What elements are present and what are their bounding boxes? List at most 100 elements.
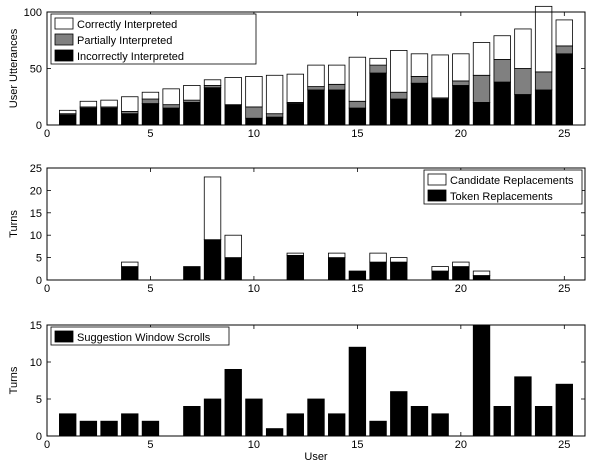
bar-token-replacements-user-8: [203, 239, 222, 281]
bar-correctly-interpreted-user-7: [183, 85, 201, 101]
bar-suggestion-window-scrolls-user-12: [286, 413, 304, 437]
x-tick-label: 10: [248, 439, 260, 451]
bar-token-replacements-user-21: [472, 275, 491, 281]
legend-label: Partially Interpreted: [77, 35, 172, 47]
bar-correctly-interpreted-user-4: [121, 96, 139, 112]
bar-partially-interpreted-user-5: [141, 98, 160, 104]
x-tick-label: 15: [351, 439, 363, 451]
y-tick-label: 50: [30, 64, 42, 76]
panel-3: 0 5 10 15 20 25 0 5 10 15 Turns User Suggestion Wind…: [8, 320, 586, 460]
bar-candidate-replacements-user-12: [286, 252, 304, 256]
bar-incorrectly-interpreted-user-22: [493, 81, 511, 126]
y-tick-label: 100: [24, 7, 42, 19]
x-tick-label: 10: [248, 128, 260, 140]
y-tick-label: 15: [30, 320, 42, 332]
x-tick-label: 10: [248, 283, 260, 295]
bar-incorrectly-interpreted-user-6: [162, 107, 180, 126]
bar-correctly-interpreted-user-18: [410, 53, 429, 77]
bar-suggestion-window-scrolls-user-9: [224, 368, 242, 437]
bar-partially-interpreted-user-11: [265, 113, 284, 118]
x-tick-label: 0: [44, 128, 50, 140]
bar-suggestion-window-scrolls-user-4: [121, 413, 139, 437]
legend-box: [423, 169, 583, 205]
bar-correctly-interpreted-user-12: [286, 73, 304, 103]
legend: Suggestion Window Scrolls: [50, 326, 230, 346]
bar-correctly-interpreted-user-9: [224, 77, 242, 106]
y-tick-label: 5: [36, 394, 42, 406]
bar-suggestion-window-scrolls-user-13: [307, 398, 325, 437]
legend-label: Incorrectly Interpreted: [77, 51, 184, 63]
legend-swatch: [427, 173, 447, 186]
bar-suggestion-window-scrolls-user-10: [245, 398, 263, 437]
bar-correctly-interpreted-user-23: [514, 28, 532, 69]
x-tick-label: 20: [455, 283, 467, 295]
bar-correctly-interpreted-user-13: [307, 64, 325, 87]
x-tick-label: 25: [558, 439, 570, 451]
bar-suggestion-window-scrolls-user-25: [555, 383, 573, 437]
bar-correctly-interpreted-user-8: [203, 79, 222, 86]
bar-token-replacements-user-14: [328, 257, 346, 281]
bar-token-replacements-user-16: [369, 261, 387, 281]
bar-candidate-replacements-user-17: [390, 257, 408, 263]
y-axis-label: Turns: [8, 210, 20, 238]
bar-partially-interpreted-user-18: [410, 76, 429, 84]
bar-token-replacements-user-9: [224, 257, 242, 281]
bar-partially-interpreted-user-6: [162, 104, 180, 109]
bar-incorrectly-interpreted-user-16: [369, 72, 387, 126]
bar-incorrectly-interpreted-user-14: [328, 89, 346, 126]
y-tick-label: 10: [30, 357, 42, 369]
legend-label: Candidate Replacements: [450, 175, 574, 187]
x-tick-label: 5: [147, 439, 153, 451]
bar-suggestion-window-scrolls-user-16: [369, 420, 387, 437]
x-tick-label: 15: [351, 128, 363, 140]
x-axis-label: User: [304, 451, 328, 460]
bar-correctly-interpreted-user-21: [472, 42, 491, 76]
bar-suggestion-window-scrolls-user-21: [472, 324, 491, 437]
y-tick-label: 15: [30, 208, 42, 220]
bar-suggestion-window-scrolls-user-18: [410, 405, 429, 437]
bar-incorrectly-interpreted-user-9: [224, 104, 242, 126]
bars: [59, 324, 573, 437]
panel-2: 0 5 10 15 20 25 0 5 10 15 20 25 Turns Candidate Repla…: [8, 163, 586, 295]
bar-correctly-interpreted-user-19: [431, 54, 449, 99]
bar-suggestion-window-scrolls-user-1: [59, 413, 77, 437]
x-tick-label: 20: [455, 439, 467, 451]
x-tick-label: 15: [351, 283, 363, 295]
bar-token-replacements-user-12: [286, 254, 304, 281]
bar-token-replacements-user-4: [121, 266, 139, 281]
bar-partially-interpreted-user-17: [390, 91, 408, 100]
legend-label: Suggestion Window Scrolls: [77, 332, 211, 344]
bar-suggestion-window-scrolls-user-17: [390, 391, 408, 437]
bar-partially-interpreted-user-10: [245, 106, 263, 119]
bar-partially-interpreted-user-15: [348, 100, 367, 109]
bar-candidate-replacements-user-16: [369, 252, 387, 263]
bar-suggestion-window-scrolls-user-22: [493, 405, 511, 437]
bar-incorrectly-interpreted-user-7: [183, 102, 201, 126]
bar-partially-interpreted-user-24: [534, 71, 553, 91]
bar-suggestion-window-scrolls-user-15: [348, 346, 367, 437]
bar-candidate-replacements-user-19: [431, 266, 449, 272]
legend-label: Correctly Interpreted: [77, 19, 177, 31]
y-tick-label: 0: [36, 120, 42, 132]
legend-swatch: [54, 49, 74, 62]
bar-suggestion-window-scrolls-user-3: [100, 420, 118, 437]
bar-correctly-interpreted-user-15: [348, 56, 367, 102]
y-axis-label: Turns: [8, 366, 20, 394]
legend-box: [50, 13, 257, 65]
bar-incorrectly-interpreted-user-3: [100, 107, 118, 126]
bar-correctly-interpreted-user-20: [452, 53, 470, 82]
y-tick-label: 25: [30, 163, 42, 175]
bars: [59, 5, 573, 126]
y-tick-label: 5: [36, 253, 42, 265]
bar-incorrectly-interpreted-user-12: [286, 103, 304, 126]
bar-candidate-replacements-user-9: [224, 234, 242, 258]
bar-token-replacements-user-19: [431, 270, 449, 281]
bar-partially-interpreted-user-16: [369, 64, 387, 74]
bar-incorrectly-interpreted-user-13: [307, 89, 325, 126]
legend-swatch: [54, 33, 74, 46]
bar-correctly-interpreted-user-24: [534, 5, 553, 73]
bar-correctly-interpreted-user-22: [493, 35, 511, 60]
legend-swatch: [427, 189, 447, 202]
bar-candidate-replacements-user-4: [121, 261, 139, 267]
